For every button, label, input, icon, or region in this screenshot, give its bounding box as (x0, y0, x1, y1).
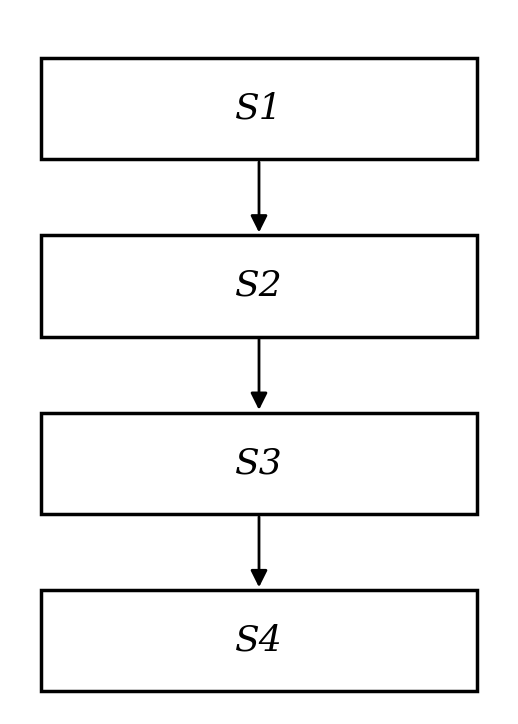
Text: S1: S1 (235, 92, 283, 125)
Bar (41, 413, 477, 514)
Bar (41, 58, 477, 159)
Text: S2: S2 (235, 269, 283, 303)
Text: S4: S4 (235, 624, 283, 657)
Bar (41, 590, 477, 691)
Text: S3: S3 (235, 447, 283, 480)
Bar (41, 235, 477, 337)
